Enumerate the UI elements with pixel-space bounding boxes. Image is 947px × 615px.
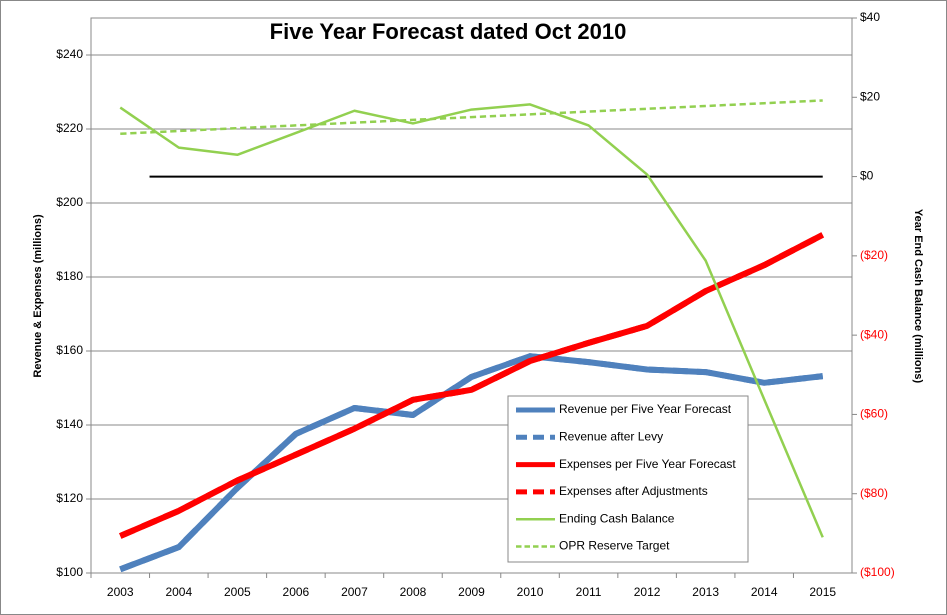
y2-tick-label: ($80) (860, 486, 888, 500)
legend-label: Ending Cash Balance (559, 511, 675, 525)
y-tick-label: $240 (56, 47, 83, 61)
y-axis-label: Revenue & Expenses (millions) (32, 214, 44, 378)
y2-axis-label: Year End Cash Balance (millions) (912, 209, 924, 384)
chart-title: Five Year Forecast dated Oct 2010 (270, 19, 627, 44)
x-tick-label: 2014 (751, 585, 778, 599)
y-tick-label: $140 (56, 417, 83, 431)
y-tick-label: $220 (56, 121, 83, 135)
y2-tick-label: ($20) (860, 248, 888, 262)
legend-box (507, 395, 749, 563)
plot-frame (90, 17, 853, 574)
y-tick-label: $200 (56, 195, 83, 209)
y-tick-label: $180 (56, 269, 83, 283)
x-tick-label: 2010 (517, 585, 544, 599)
legend-label: Revenue after Levy (559, 429, 663, 443)
y2-tick-label: $0 (860, 169, 874, 183)
y2-tick-label: $40 (860, 10, 880, 24)
series-line (119, 103, 824, 538)
x-tick-label: 2013 (692, 585, 719, 599)
legend-label: Expenses after Adjustments (559, 484, 708, 498)
y2-tick-label: $20 (860, 89, 880, 103)
series-line (119, 353, 824, 573)
y2-tick-label: ($100) (860, 565, 895, 579)
y-tick-label: $100 (56, 565, 83, 579)
x-tick-label: 2006 (283, 585, 310, 599)
x-tick-label: 2011 (576, 585, 602, 599)
legend-label: OPR Reserve Target (559, 539, 670, 553)
y-tick-label: $160 (56, 343, 83, 357)
x-tick-label: 2007 (341, 585, 368, 599)
y2-tick-label: ($60) (860, 407, 888, 421)
x-tick-label: 2005 (224, 585, 251, 599)
x-tick-label: 2015 (809, 585, 836, 599)
x-tick-label: 2008 (400, 585, 427, 599)
series-line (119, 232, 825, 539)
y-tick-label: $120 (56, 491, 83, 505)
y2-tick-label: ($40) (860, 327, 888, 341)
legend-label: Expenses per Five Year Forecast (559, 457, 736, 471)
x-tick-label: 2004 (165, 585, 192, 599)
legend-label: Revenue per Five Year Forecast (559, 402, 732, 416)
x-tick-label: 2012 (634, 585, 661, 599)
x-tick-label: 2009 (458, 585, 485, 599)
x-tick-label: 2003 (107, 585, 134, 599)
series-line (120, 99, 823, 136)
